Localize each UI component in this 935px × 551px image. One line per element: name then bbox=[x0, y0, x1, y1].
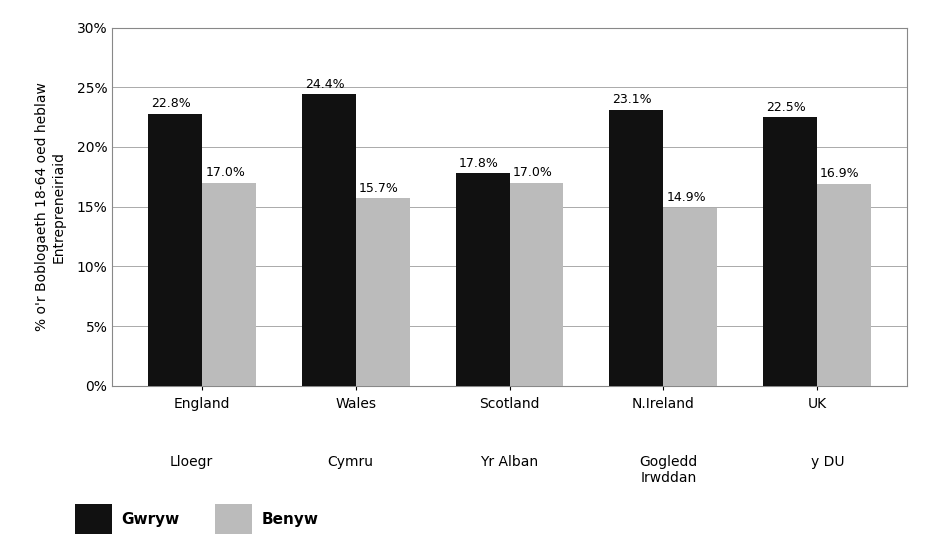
Text: Benyw: Benyw bbox=[262, 512, 319, 527]
Text: 17.0%: 17.0% bbox=[512, 166, 553, 179]
Y-axis label: % o'r Boblogaeth 18-64 oed heblaw
Entrepreneiriaid: % o'r Boblogaeth 18-64 oed heblaw Entrep… bbox=[36, 82, 65, 331]
Bar bbox=[149, 114, 202, 386]
Bar bbox=[356, 198, 410, 386]
Text: 22.8%: 22.8% bbox=[151, 97, 191, 110]
Text: 17.8%: 17.8% bbox=[459, 156, 498, 170]
Text: 23.1%: 23.1% bbox=[612, 93, 653, 106]
Text: 15.7%: 15.7% bbox=[359, 182, 399, 195]
Bar bbox=[302, 94, 356, 386]
Text: 22.5%: 22.5% bbox=[767, 100, 806, 114]
Text: Gogledd
Irwddan: Gogledd Irwddan bbox=[640, 455, 698, 485]
Text: 14.9%: 14.9% bbox=[667, 191, 706, 204]
Bar bbox=[510, 183, 564, 386]
Bar bbox=[455, 173, 510, 386]
Bar bbox=[610, 110, 663, 386]
Text: 24.4%: 24.4% bbox=[305, 78, 345, 91]
Bar bbox=[663, 208, 717, 386]
Text: 17.0%: 17.0% bbox=[205, 166, 245, 179]
Bar bbox=[817, 184, 870, 386]
Text: Lloegr: Lloegr bbox=[170, 455, 213, 468]
Text: 16.9%: 16.9% bbox=[820, 168, 859, 180]
Text: Gwryw: Gwryw bbox=[122, 512, 180, 527]
Bar bbox=[763, 117, 817, 386]
Text: Yr Alban: Yr Alban bbox=[481, 455, 539, 468]
Bar bbox=[202, 183, 256, 386]
Text: y DU: y DU bbox=[811, 455, 844, 468]
Text: Cymru: Cymru bbox=[327, 455, 374, 468]
